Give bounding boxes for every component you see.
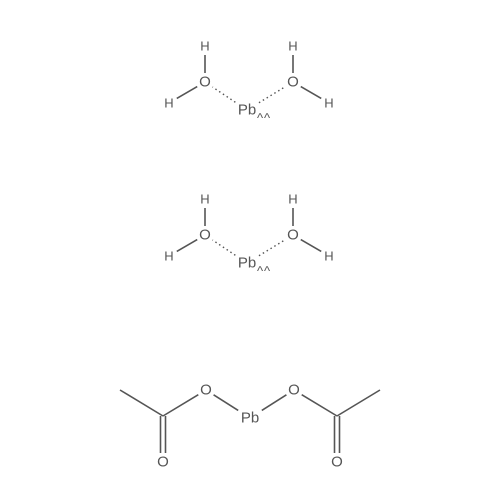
atom-H_RT: H xyxy=(288,39,297,54)
atom-charge2: ^ xyxy=(264,111,271,126)
atom-O_L: O xyxy=(200,382,212,399)
atom-O_L: O xyxy=(199,74,211,91)
atom-charge2: ^ xyxy=(264,264,271,279)
atom-Pb: Pb xyxy=(238,255,256,272)
bond xyxy=(163,395,198,416)
bond xyxy=(214,395,239,411)
atom-H_RT: H xyxy=(288,192,297,207)
atom-Pb: Pb xyxy=(238,102,256,119)
atom-H_RO: H xyxy=(324,249,333,264)
atom-Pb: Pb xyxy=(241,410,259,427)
atom-O_L: O xyxy=(199,227,211,244)
atom-charge1: ^ xyxy=(257,264,264,279)
bond xyxy=(212,87,235,102)
bond xyxy=(301,87,321,99)
bond xyxy=(259,240,285,256)
bond xyxy=(259,87,285,103)
bond xyxy=(337,390,380,416)
bond xyxy=(302,395,337,416)
atom-charge1: ^ xyxy=(257,111,264,126)
bond xyxy=(262,395,287,411)
atom-H_LT: H xyxy=(200,192,209,207)
bond xyxy=(177,240,197,252)
bond xyxy=(177,87,197,99)
atom-O_R: O xyxy=(288,382,300,399)
atom-O_R: O xyxy=(287,74,299,91)
atom-O_R: O xyxy=(287,227,299,244)
atom-H_LO: H xyxy=(164,96,173,111)
bond xyxy=(120,390,163,416)
atom-H_LT: H xyxy=(200,39,209,54)
atom-H_LO: H xyxy=(164,249,173,264)
atom-Odbl_L: O xyxy=(157,454,169,471)
atom-Odbl_R: O xyxy=(331,454,343,471)
bond xyxy=(301,240,321,252)
atom-H_RO: H xyxy=(324,96,333,111)
bond xyxy=(212,240,235,255)
chemical-diagram: Pb^^OOHHHHPb^^OOHHHHPbOOOO xyxy=(0,0,500,500)
